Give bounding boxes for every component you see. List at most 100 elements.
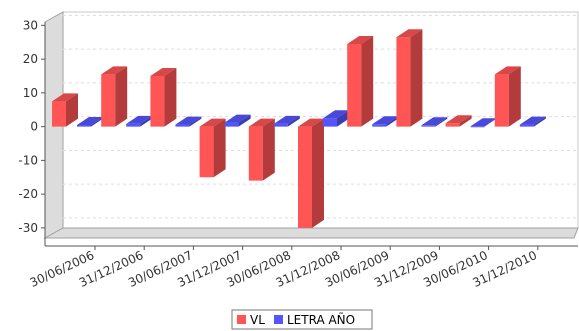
bar-letra-ano bbox=[175, 116, 202, 127]
bar-top bbox=[248, 118, 275, 127]
bar-top bbox=[126, 115, 153, 124]
legend-label: LETRA AÑO bbox=[287, 312, 355, 327]
y-tick-label: 20 bbox=[23, 52, 38, 66]
bar-vl bbox=[52, 93, 78, 127]
bar-side bbox=[337, 110, 349, 127]
gridline-side bbox=[44, 14, 64, 26]
y-tick-label: -20 bbox=[18, 187, 38, 201]
bar-top bbox=[519, 116, 546, 125]
bars bbox=[52, 29, 546, 228]
bar-top bbox=[421, 117, 448, 126]
bar-side bbox=[238, 114, 251, 127]
legend-label: VL bbox=[250, 313, 265, 327]
bar-side bbox=[164, 68, 177, 127]
bar-top bbox=[298, 118, 324, 127]
bar-front bbox=[421, 125, 436, 127]
bar-side bbox=[533, 116, 546, 127]
bar-side bbox=[508, 66, 521, 127]
bar-front bbox=[396, 37, 411, 127]
bar-top bbox=[175, 116, 202, 125]
gridline-side bbox=[44, 183, 64, 195]
bar-vl bbox=[347, 35, 374, 127]
bar-front bbox=[52, 101, 66, 127]
bar-side bbox=[361, 35, 374, 127]
bar-top bbox=[199, 118, 226, 127]
bar-top bbox=[470, 118, 497, 127]
bar-front bbox=[298, 126, 312, 228]
bar-side bbox=[91, 116, 103, 127]
bar-side bbox=[435, 117, 448, 127]
legend-swatch bbox=[237, 315, 246, 324]
bar-top bbox=[372, 116, 399, 125]
bar-letra-ano bbox=[273, 115, 300, 127]
bar-top bbox=[52, 93, 78, 102]
x-axis-ticks: 30/06/200631/12/200630/06/200731/12/2007… bbox=[28, 246, 539, 290]
bar-letra-ano bbox=[372, 116, 399, 127]
bar-front bbox=[150, 76, 165, 127]
bar-front bbox=[273, 123, 288, 127]
bar-vl bbox=[494, 66, 521, 127]
bar-top bbox=[494, 66, 521, 75]
bar-front bbox=[445, 123, 460, 127]
bar-top bbox=[101, 66, 128, 75]
bar-letra-ano bbox=[323, 110, 349, 127]
bar-top bbox=[323, 110, 349, 119]
y-tick-label: 30 bbox=[23, 18, 38, 32]
bar-front bbox=[323, 118, 337, 127]
bar-front bbox=[372, 124, 387, 127]
legend-box bbox=[231, 309, 373, 330]
bar-letra-ano bbox=[421, 117, 448, 127]
bar-top bbox=[273, 115, 300, 124]
y-tick-label: 0 bbox=[30, 120, 38, 134]
bar-letra-ano bbox=[519, 116, 546, 127]
bar-vl bbox=[298, 118, 324, 228]
bar-front bbox=[248, 126, 263, 181]
bar-top bbox=[396, 29, 423, 38]
legend: VL LETRA AÑO bbox=[231, 309, 373, 330]
bar-front bbox=[126, 123, 141, 127]
bar-side bbox=[386, 116, 399, 127]
bar-front bbox=[519, 124, 534, 127]
bar-side bbox=[484, 118, 497, 127]
bar-top bbox=[347, 35, 374, 44]
bar-letra-ano bbox=[126, 115, 153, 127]
bar-side bbox=[66, 93, 78, 127]
bar-vl bbox=[445, 115, 472, 127]
bar-front bbox=[470, 126, 485, 128]
bar-top bbox=[77, 116, 103, 125]
y-axis-ticks: -30 -20 -10 0 10 20 30 bbox=[18, 18, 45, 235]
gridline-side bbox=[44, 82, 64, 94]
bar-vl bbox=[150, 68, 177, 127]
floor bbox=[43, 227, 579, 239]
bar-side bbox=[312, 118, 324, 228]
gridline-side bbox=[44, 217, 64, 229]
bar-letra-ano bbox=[77, 116, 103, 127]
bar-side bbox=[115, 66, 128, 127]
bar-front bbox=[101, 74, 116, 127]
bar-side bbox=[213, 118, 226, 178]
legend-swatch bbox=[274, 315, 283, 324]
bar-side bbox=[262, 118, 275, 181]
bar-letra-ano bbox=[470, 118, 497, 128]
gridline-side bbox=[44, 48, 64, 60]
gridline-side bbox=[44, 149, 64, 161]
y-tick-label: -30 bbox=[18, 221, 38, 235]
bar-vl bbox=[248, 118, 275, 181]
bar-top bbox=[445, 115, 472, 124]
bar-side bbox=[189, 116, 202, 127]
bar-side bbox=[459, 115, 472, 127]
bar-top bbox=[150, 68, 177, 76]
y-tick-label: -10 bbox=[18, 153, 38, 167]
bar-letra-ano bbox=[224, 114, 251, 127]
bar-front bbox=[224, 122, 239, 127]
bar-vl bbox=[396, 29, 423, 127]
bar-vl bbox=[101, 66, 128, 127]
y-tick-label: 10 bbox=[23, 86, 38, 100]
bar-front bbox=[494, 74, 509, 127]
bar-front bbox=[199, 126, 214, 178]
bar-side bbox=[140, 115, 153, 127]
bar-side bbox=[287, 115, 300, 127]
bar-vl bbox=[199, 118, 226, 178]
bar-front bbox=[347, 43, 362, 127]
